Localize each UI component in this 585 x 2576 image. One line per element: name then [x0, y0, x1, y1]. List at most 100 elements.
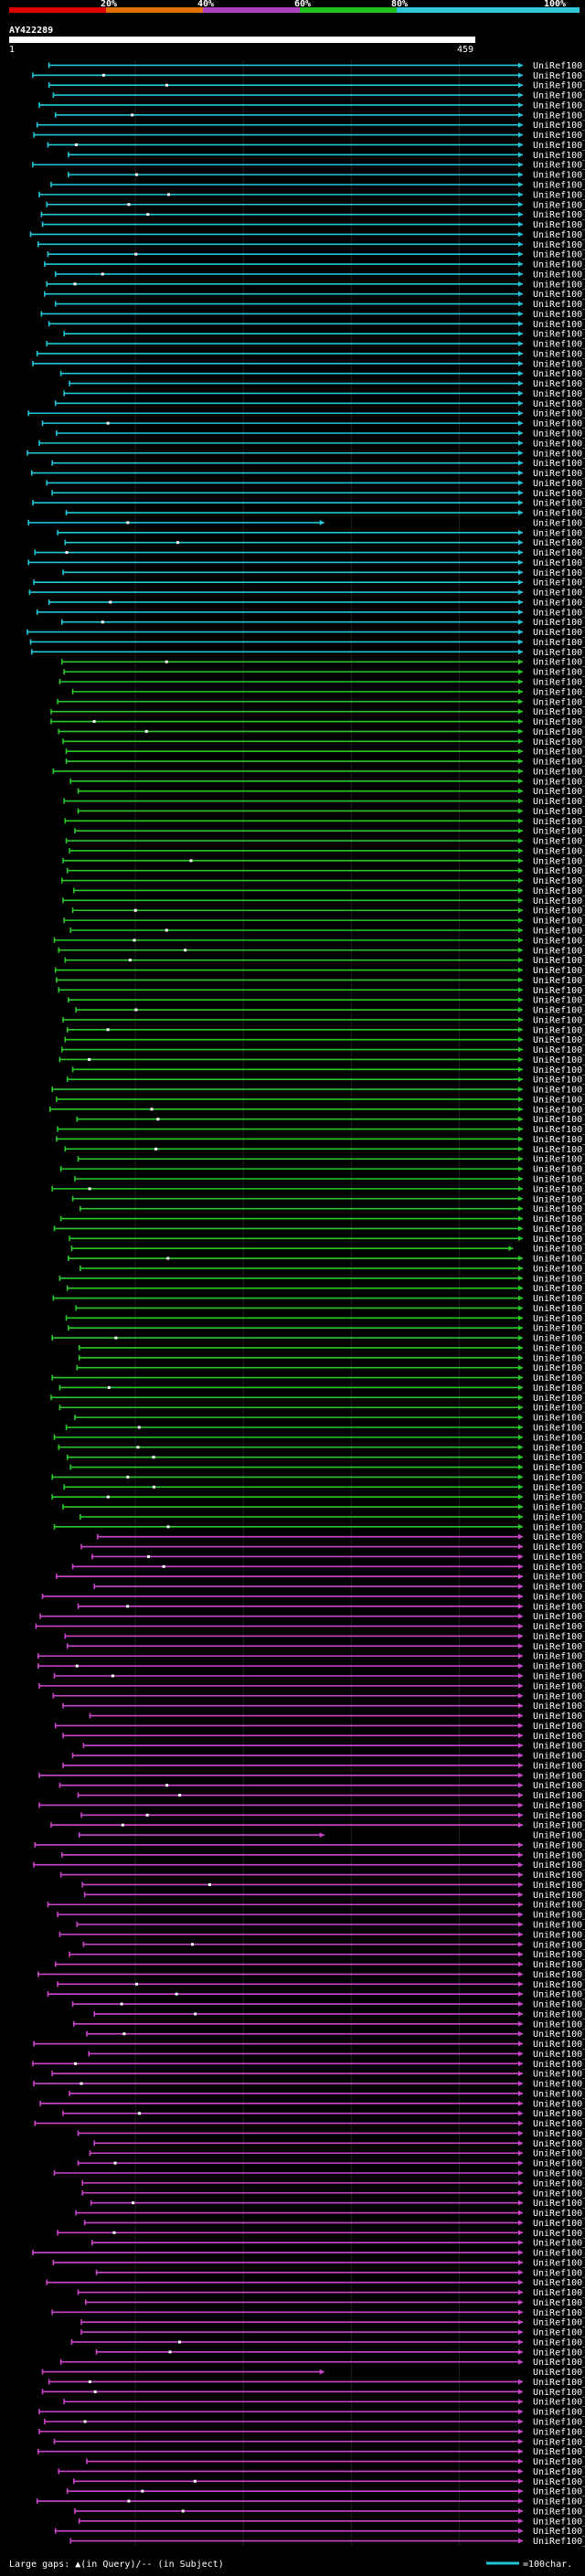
- hit-label[interactable]: UniRef100_B1TG61: [533, 1015, 585, 1025]
- hit-label[interactable]: UniRef100_Q6NRG4: [533, 2408, 585, 2418]
- hit-label[interactable]: UniRef100_UP1000...: [533, 996, 585, 1006]
- hit-label[interactable]: UniRef100_B4ACT4: [533, 1463, 585, 1473]
- hit-label[interactable]: UniRef100_B9M221: [533, 2298, 585, 2308]
- hit-label[interactable]: UniRef100_C3UJ39: [533, 568, 585, 578]
- hit-label[interactable]: UniRef100_Q6NRI2: [533, 1612, 585, 1622]
- hit-label[interactable]: UniRef100_B9MBB1: [533, 2288, 585, 2298]
- hit-label[interactable]: UniRef100_Q52445: [533, 1592, 585, 1602]
- hit-label[interactable]: UniRef100_C4QZG3: [533, 1414, 585, 1424]
- hit-label[interactable]: UniRef100_Q6NRQ2: [533, 2159, 585, 2169]
- hit-label[interactable]: UniRef100_C6JMH0: [533, 1294, 585, 1304]
- hit-label[interactable]: UniRef100_Q5QGZ8: [533, 121, 585, 131]
- hit-label[interactable]: UniRef100_A5Y413: [533, 1850, 585, 1860]
- hit-label[interactable]: UniRef100_C6Q253: [533, 906, 585, 917]
- hit-label[interactable]: UniRef100_Q4P8W0: [533, 1871, 585, 1881]
- hit-label[interactable]: UniRef100_C5RYV4: [533, 1235, 585, 1245]
- hit-label[interactable]: UniRef100_UP1000...: [533, 1781, 585, 1791]
- hit-label[interactable]: UniRef100_Q6LC57: [533, 141, 585, 151]
- hit-label[interactable]: UniRef100_C5KL14: [533, 2418, 585, 2428]
- hit-label[interactable]: UniRef100_A9NYZ0: [533, 220, 585, 230]
- hit-label[interactable]: UniRef100_Q0DDB0: [533, 758, 585, 768]
- hit-label[interactable]: UniRef100_A7QR60: [533, 340, 585, 350]
- hit-label[interactable]: UniRef100_C5S0D6: [533, 2437, 585, 2447]
- hit-label[interactable]: UniRef100_B8EPT0: [533, 2249, 585, 2259]
- hit-label[interactable]: UniRef100_UP1000...: [533, 1125, 585, 1135]
- hit-label[interactable]: UniRef100_A7QR58: [533, 399, 585, 409]
- hit-label[interactable]: UniRef100_C5YCH6: [533, 638, 585, 648]
- hit-label[interactable]: UniRef100_Q3Z7W7: [533, 1990, 585, 2000]
- hit-label[interactable]: UniRef100_Q6NRL9: [533, 1602, 585, 1612]
- hit-label[interactable]: UniRef100_A6RTJ5: [533, 1343, 585, 1353]
- hit-label[interactable]: UniRef100_C5M5P5: [533, 1383, 585, 1394]
- hit-label[interactable]: UniRef100_Q9ME78: [533, 2427, 585, 2437]
- hit-label[interactable]: UniRef100_P16045: [533, 1930, 585, 1940]
- hit-label[interactable]: UniRef100_A1JT39: [533, 1960, 585, 1970]
- hit-label[interactable]: UniRef100_B8N426: [533, 1970, 585, 1980]
- hit-label[interactable]: UniRef100_Q6BTF7: [533, 917, 585, 927]
- hit-label[interactable]: UniRef100_A7QR60: [533, 389, 585, 399]
- hit-label[interactable]: UniRef100_A1CW23: [533, 2149, 585, 2159]
- hit-label[interactable]: UniRef100_C4CQ23: [533, 946, 585, 956]
- hit-label[interactable]: UniRef100_UP1000...: [533, 2388, 585, 2398]
- hit-label[interactable]: UniRef100_A1ZUA4: [533, 936, 585, 946]
- hit-label[interactable]: UniRef100_C5NZ27: [533, 2507, 585, 2517]
- hit-label[interactable]: UniRef100_Q6NRV3: [533, 2169, 585, 2179]
- hit-label[interactable]: UniRef100_Q6NRM4: [533, 1583, 585, 1593]
- hit-label[interactable]: UniRef100_A6TTY0: [533, 1165, 585, 1175]
- hit-label[interactable]: UniRef100_Q6NR10: [533, 2109, 585, 2119]
- hit-label[interactable]: UniRef100_B9BC21: [533, 1105, 585, 1115]
- hit-label[interactable]: UniRef100_B9HBW3: [533, 588, 585, 599]
- hit-label[interactable]: UniRef100_Q6NRW6: [533, 2398, 585, 2408]
- hit-label[interactable]: UniRef100_Q6NRH4: [533, 2050, 585, 2060]
- hit-label[interactable]: UniRef100_A3LPM0: [533, 2080, 585, 2090]
- hit-label[interactable]: UniRef100_A7LSJ4: [533, 2368, 585, 2378]
- hit-label[interactable]: UniRef100_B4AL56: [533, 2089, 585, 2099]
- hit-label[interactable]: UniRef100_A3QYW4: [533, 161, 585, 171]
- hit-label[interactable]: UniRef100_C5Y5Z6: [533, 1712, 585, 1722]
- hit-label[interactable]: UniRef100_A7QR58: [533, 379, 585, 389]
- hit-label[interactable]: UniRef100_Q94JL5: [533, 558, 585, 568]
- hit-label[interactable]: UniRef100_Q6NRH6: [533, 2308, 585, 2318]
- hit-label[interactable]: UniRef100_C1Q633: [533, 2070, 585, 2080]
- hit-label[interactable]: UniRef100_C5CLB6: [533, 1483, 585, 1493]
- hit-label[interactable]: UniRef100_A8PEX0: [533, 2060, 585, 2070]
- hit-label[interactable]: UniRef100_Q8LA24: [533, 499, 585, 509]
- hit-label[interactable]: UniRef100_Q9GE39: [533, 1701, 585, 1712]
- hit-label[interactable]: UniRef100_C8Q5J0: [533, 986, 585, 996]
- hit-label[interactable]: UniRef100_A6RJC6: [533, 2199, 585, 2209]
- hit-label[interactable]: UniRef100_A3L3L4: [533, 1155, 585, 1165]
- hit-label[interactable]: UniRef100_C8ZAU8: [533, 1334, 585, 1344]
- hit-label[interactable]: UniRef100_B2H133: [533, 896, 585, 906]
- hit-label[interactable]: UniRef100_Q6NRN0: [533, 1662, 585, 1672]
- hit-label[interactable]: UniRef100_A3QYW3: [533, 528, 585, 538]
- hit-label[interactable]: UniRef100_P13962: [533, 479, 585, 489]
- hit-label[interactable]: UniRef100_B9SWZ9: [533, 658, 585, 668]
- hit-label[interactable]: UniRef100_A7QR62: [533, 359, 585, 369]
- hit-label[interactable]: UniRef100_Q1GTC0: [533, 1732, 585, 1742]
- hit-label[interactable]: UniRef100_B5SRN7: [533, 2209, 585, 2219]
- hit-label[interactable]: UniRef100_C8VC12: [533, 2258, 585, 2268]
- hit-label[interactable]: UniRef100_A2SEG6: [533, 2477, 585, 2487]
- hit-label[interactable]: UniRef100_B1YTF1: [533, 1006, 585, 1016]
- hit-label[interactable]: UniRef100_Q6NRM6: [533, 1542, 585, 1553]
- hit-label[interactable]: UniRef100_A8IGC7: [533, 2189, 585, 2199]
- hit-label[interactable]: UniRef100_C3XD43: [533, 1274, 585, 1284]
- hit-label[interactable]: UniRef100_B6G9D2: [533, 1881, 585, 1891]
- hit-label[interactable]: UniRef100_A1ZD79: [533, 876, 585, 886]
- hit-label[interactable]: UniRef100_Q6NRM7: [533, 2467, 585, 2477]
- hit-label[interactable]: UniRef100_Q8FJ2: [533, 707, 585, 717]
- hit-label[interactable]: UniRef100_B8LLF1: [533, 200, 585, 210]
- hit-label[interactable]: UniRef100_Q117X1: [533, 1204, 585, 1214]
- hit-label[interactable]: UniRef100_A4LT36: [533, 2487, 585, 2497]
- hit-label[interactable]: UniRef100_C6C4P7: [533, 976, 585, 986]
- hit-label[interactable]: UniRef100_A3AIW0: [533, 1184, 585, 1194]
- hit-label[interactable]: UniRef100_A2XTK6: [533, 181, 585, 191]
- hit-label[interactable]: UniRef100_UP1000...: [533, 81, 585, 91]
- hit-label[interactable]: UniRef100_UP1000...: [533, 1404, 585, 1414]
- hit-label[interactable]: UniRef100_A7IFM1: [533, 737, 585, 747]
- hit-label[interactable]: UniRef100_Q6NRN8: [533, 1691, 585, 1701]
- hit-label[interactable]: UniRef100_B3LU11: [533, 1304, 585, 1314]
- hit-label[interactable]: UniRef100_A1U1I7: [533, 1493, 585, 1503]
- hit-label[interactable]: UniRef100_A0P0Q8: [533, 2318, 585, 2328]
- hit-label[interactable]: UniRef100_A5BP26: [533, 429, 585, 440]
